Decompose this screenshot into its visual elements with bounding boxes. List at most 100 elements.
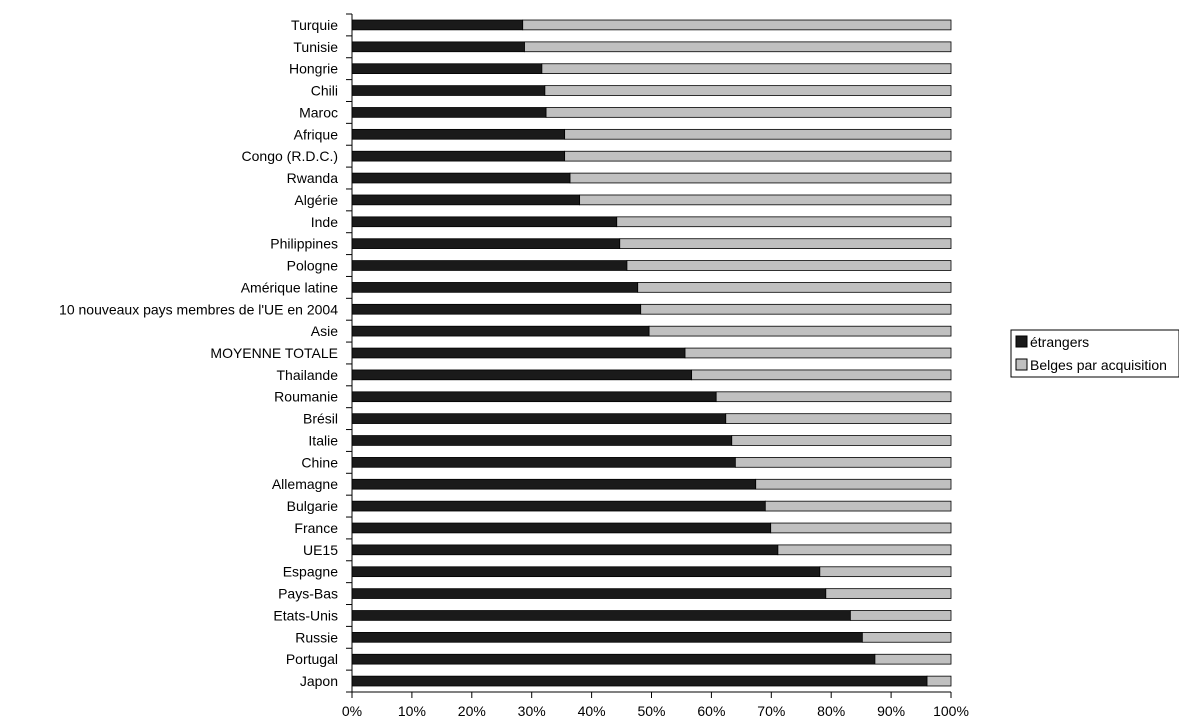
x-tick-label-20pct: 20% bbox=[458, 703, 486, 719]
bar-segment-etrangers-asie bbox=[352, 326, 649, 336]
category-label-amerique-latine: Amérique latine bbox=[241, 279, 338, 295]
category-label-pologne: Pologne bbox=[287, 258, 339, 274]
legend-label-belges: Belges par acquisition bbox=[1030, 357, 1167, 373]
bar-segment-belges-portugal bbox=[875, 654, 951, 664]
bar-segment-belges-hongrie bbox=[542, 64, 951, 74]
bar-segment-belges-moyenne-totale bbox=[685, 348, 951, 358]
category-label-10-nouveaux-pays-membres-de-l-ue-en-2004: 10 nouveaux pays membres de l'UE en 2004 bbox=[59, 301, 338, 317]
bar-segment-etrangers-bresil bbox=[352, 414, 726, 424]
bar-segment-etrangers-10-nouveaux-pays-membres-de-l-ue-en-2004 bbox=[352, 304, 641, 314]
category-labels: Turquie Tunisie Hongrie Chili Maroc Afrique Co… bbox=[59, 17, 338, 689]
bar-segment-belges-congo-r-d-c bbox=[565, 151, 951, 161]
bar-segment-etrangers-thailande bbox=[352, 370, 692, 380]
bar-segment-etrangers-roumanie bbox=[352, 392, 716, 402]
bar-segment-etrangers-france bbox=[352, 523, 771, 533]
category-label-algerie: Algérie bbox=[294, 192, 338, 208]
bar-segment-belges-maroc bbox=[546, 107, 951, 117]
bar-segment-belges-chili bbox=[545, 86, 951, 96]
legend-swatch-etrangers bbox=[1016, 336, 1027, 347]
x-tick-label-100pct: 100% bbox=[933, 703, 969, 719]
category-label-turquie: Turquie bbox=[291, 17, 338, 33]
bar-segment-belges-inde bbox=[617, 217, 951, 227]
x-tick-label-90pct: 90% bbox=[877, 703, 905, 719]
bar-segment-etrangers-bulgarie bbox=[352, 501, 765, 511]
bar-segment-etrangers-portugal bbox=[352, 654, 875, 664]
category-label-chili: Chili bbox=[311, 83, 338, 99]
bar-segment-belges-pays-bas bbox=[826, 589, 951, 599]
category-label-thailande: Thailande bbox=[277, 367, 339, 383]
x-tick-label-0pct: 0% bbox=[342, 703, 362, 719]
bar-segment-belges-amerique-latine bbox=[638, 282, 951, 292]
bar-segment-etrangers-inde bbox=[352, 217, 617, 227]
bar-segment-etrangers-chine bbox=[352, 457, 735, 467]
legend-label-etrangers: étrangers bbox=[1030, 334, 1089, 350]
category-label-asie: Asie bbox=[311, 323, 338, 339]
bar-segment-etrangers-allemagne bbox=[352, 479, 756, 489]
bar-segment-etrangers-pologne bbox=[352, 261, 627, 271]
x-tick-label-50pct: 50% bbox=[637, 703, 665, 719]
bars-group bbox=[352, 20, 951, 686]
bar-segment-etrangers-tunisie bbox=[352, 42, 525, 52]
x-tick-label-10pct: 10% bbox=[398, 703, 426, 719]
bar-segment-belges-pologne bbox=[627, 261, 951, 271]
bar-segment-belges-japon bbox=[927, 676, 951, 686]
x-tick-label-60pct: 60% bbox=[697, 703, 725, 719]
bar-segment-belges-10-nouveaux-pays-membres-de-l-ue-en-2004 bbox=[641, 304, 951, 314]
bar-segment-etrangers-afrique bbox=[352, 129, 565, 139]
category-label-ue15: UE15 bbox=[303, 542, 338, 558]
bar-segment-belges-turquie bbox=[523, 20, 951, 30]
bar-segment-etrangers-algerie bbox=[352, 195, 580, 205]
bar-segment-etrangers-russie bbox=[352, 632, 862, 642]
category-label-roumanie: Roumanie bbox=[274, 389, 338, 405]
bar-segment-belges-roumanie bbox=[716, 392, 951, 402]
bar-segment-etrangers-etats-unis bbox=[352, 611, 850, 621]
bar-segment-etrangers-espagne bbox=[352, 567, 820, 577]
category-label-italie: Italie bbox=[308, 432, 338, 448]
bar-segment-etrangers-amerique-latine bbox=[352, 282, 638, 292]
category-label-rwanda: Rwanda bbox=[287, 170, 339, 186]
bar-segment-etrangers-congo-r-d-c bbox=[352, 151, 565, 161]
bar-segment-etrangers-rwanda bbox=[352, 173, 570, 183]
bar-segment-belges-allemagne bbox=[756, 479, 951, 489]
bar-segment-belges-etats-unis bbox=[850, 611, 951, 621]
bar-segment-belges-thailande bbox=[692, 370, 951, 380]
x-tick-label-30pct: 30% bbox=[518, 703, 546, 719]
bar-segment-belges-ue15 bbox=[778, 545, 951, 555]
bar-segment-belges-tunisie bbox=[525, 42, 951, 52]
bar-segment-etrangers-moyenne-totale bbox=[352, 348, 685, 358]
x-tick-label-40pct: 40% bbox=[578, 703, 606, 719]
bar-segment-belges-philippines bbox=[620, 239, 951, 249]
x-tick-label-80pct: 80% bbox=[817, 703, 845, 719]
bar-segment-belges-italie bbox=[732, 436, 951, 446]
category-label-france: France bbox=[294, 520, 338, 536]
bar-segment-belges-russie bbox=[862, 632, 951, 642]
bar-segment-etrangers-pays-bas bbox=[352, 589, 826, 599]
bar-segment-belges-bresil bbox=[726, 414, 951, 424]
bar-segment-belges-bulgarie bbox=[765, 501, 951, 511]
category-label-congo-r-d-c: Congo (R.D.C.) bbox=[242, 148, 338, 164]
category-label-bulgarie: Bulgarie bbox=[287, 498, 339, 514]
bar-segment-etrangers-philippines bbox=[352, 239, 620, 249]
category-label-hongrie: Hongrie bbox=[289, 61, 338, 77]
bar-segment-etrangers-hongrie bbox=[352, 64, 542, 74]
category-label-moyenne-totale: MOYENNE TOTALE bbox=[210, 345, 338, 361]
category-label-espagne: Espagne bbox=[283, 564, 338, 580]
bar-segment-etrangers-ue15 bbox=[352, 545, 778, 555]
category-label-philippines: Philippines bbox=[270, 236, 338, 252]
x-tick-labels: 0% 10% 20% 30% 40% 50% 60% 70% 80% 90% 100% bbox=[342, 703, 969, 719]
category-label-russie: Russie bbox=[295, 629, 338, 645]
category-label-portugal: Portugal bbox=[286, 651, 338, 667]
legend: étrangers Belges par acquisition bbox=[1011, 330, 1179, 377]
category-label-chine: Chine bbox=[301, 454, 338, 470]
bar-segment-belges-afrique bbox=[565, 129, 951, 139]
legend-item-belges: Belges par acquisition bbox=[1016, 357, 1167, 373]
category-label-japon: Japon bbox=[300, 673, 338, 689]
category-label-inde: Inde bbox=[311, 214, 338, 230]
bar-segment-belges-espagne bbox=[820, 567, 951, 577]
bar-segment-belges-france bbox=[771, 523, 951, 533]
category-label-maroc: Maroc bbox=[299, 104, 338, 120]
category-label-afrique: Afrique bbox=[294, 126, 339, 142]
category-label-bresil: Brésil bbox=[303, 411, 338, 427]
bar-segment-etrangers-turquie bbox=[352, 20, 523, 30]
